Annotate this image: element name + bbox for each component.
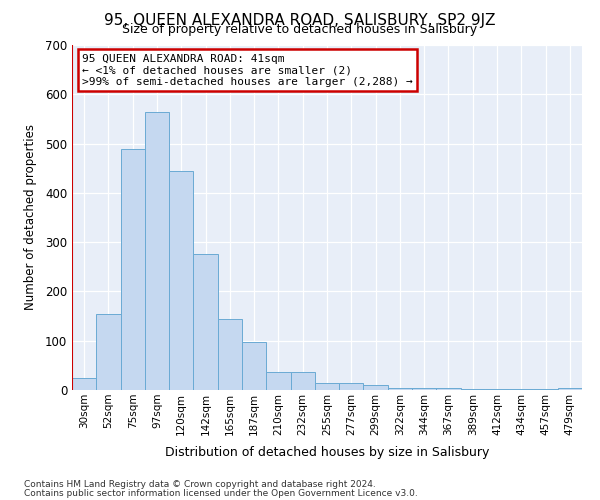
- X-axis label: Distribution of detached houses by size in Salisbury: Distribution of detached houses by size …: [165, 446, 489, 459]
- Bar: [169, 170, 193, 390]
- Bar: [558, 388, 582, 390]
- Text: 95 QUEEN ALEXANDRA ROAD: 41sqm
← <1% of detached houses are smaller (2)
>99% of : 95 QUEEN ALEXANDRA ROAD: 41sqm ← <1% of …: [82, 54, 413, 87]
- Bar: [533, 389, 558, 390]
- Bar: [388, 388, 412, 390]
- Bar: [339, 382, 364, 390]
- Text: Contains HM Land Registry data © Crown copyright and database right 2024.: Contains HM Land Registry data © Crown c…: [24, 480, 376, 489]
- Bar: [266, 372, 290, 390]
- Bar: [121, 148, 145, 390]
- Bar: [461, 389, 485, 390]
- Y-axis label: Number of detached properties: Number of detached properties: [23, 124, 37, 310]
- Bar: [412, 388, 436, 390]
- Bar: [72, 378, 96, 390]
- Bar: [242, 342, 266, 390]
- Bar: [485, 389, 509, 390]
- Bar: [364, 385, 388, 390]
- Text: Size of property relative to detached houses in Salisbury: Size of property relative to detached ho…: [122, 22, 478, 36]
- Bar: [436, 388, 461, 390]
- Text: 95, QUEEN ALEXANDRA ROAD, SALISBURY, SP2 9JZ: 95, QUEEN ALEXANDRA ROAD, SALISBURY, SP2…: [104, 12, 496, 28]
- Bar: [218, 318, 242, 390]
- Bar: [509, 389, 533, 390]
- Bar: [315, 382, 339, 390]
- Bar: [145, 112, 169, 390]
- Bar: [193, 254, 218, 390]
- Bar: [96, 314, 121, 390]
- Text: Contains public sector information licensed under the Open Government Licence v3: Contains public sector information licen…: [24, 488, 418, 498]
- Bar: [290, 372, 315, 390]
